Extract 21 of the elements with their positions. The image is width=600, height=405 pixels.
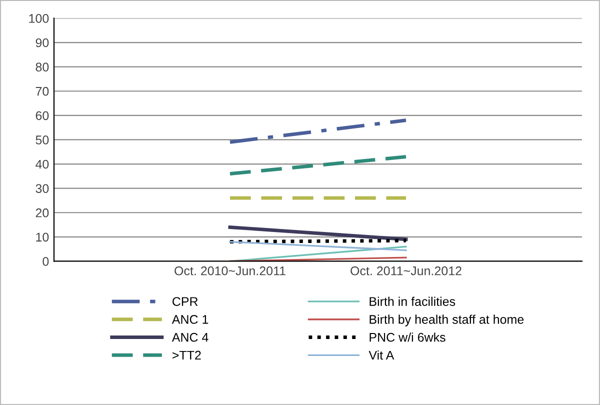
- x-tick-label: Oct. 2011~Jun.2012: [350, 266, 462, 276]
- x-tick-label: Oct. 2010~Jun.2011: [174, 266, 286, 276]
- legend-label: Birth in facilities: [370, 296, 456, 306]
- y-tick-label: 70: [36, 86, 49, 96]
- y-tick-label: 20: [36, 208, 49, 218]
- legend-label: Birth by health staff at home: [370, 314, 524, 326]
- y-tick-label: 100: [29, 14, 49, 23]
- legend-label: >TT2: [172, 350, 201, 360]
- legend-label: Vit A: [368, 350, 394, 360]
- legend-label: ANC 1: [172, 315, 208, 324]
- y-tick-label: 0: [42, 257, 49, 266]
- legend-label: PNC w/i 6wks: [370, 332, 446, 342]
- legend-label: ANC 4: [172, 332, 208, 342]
- y-tick-label: 80: [36, 62, 49, 72]
- y-tick-label: 60: [36, 111, 49, 120]
- legend-label: CPR: [172, 297, 198, 306]
- y-tick-label: 50: [36, 136, 49, 144]
- y-tick-label: 90: [36, 38, 49, 48]
- y-tick-label: 30: [36, 184, 49, 193]
- y-tick-label: 10: [36, 232, 49, 242]
- y-tick-label: 40: [36, 160, 49, 169]
